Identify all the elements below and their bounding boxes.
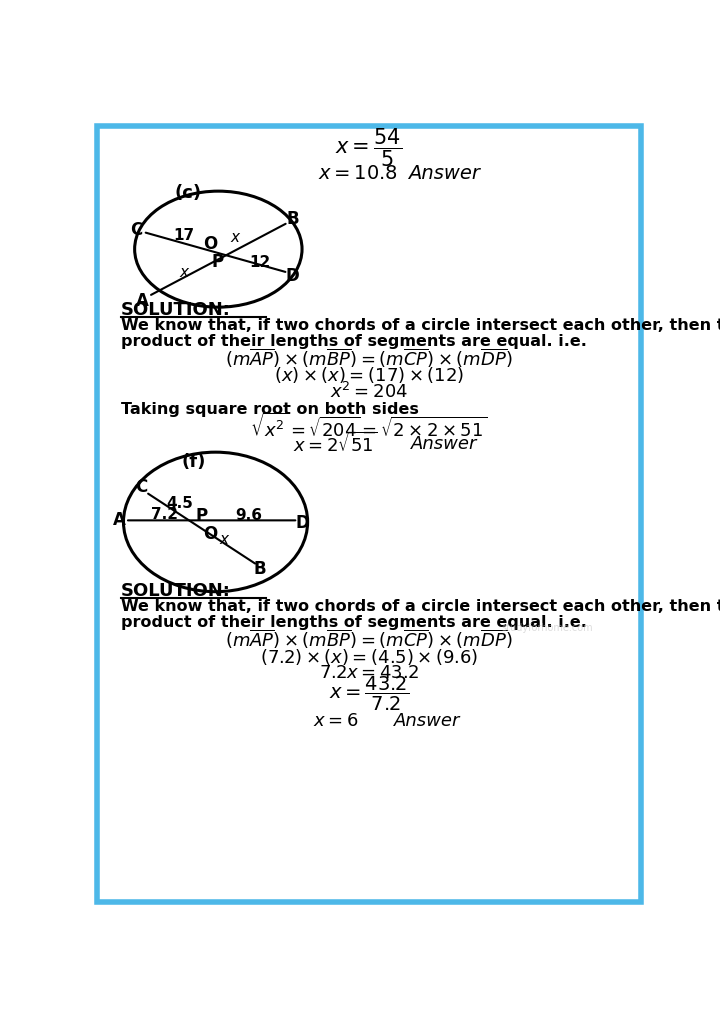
Text: $x = \dfrac{43.2}{7.2}$: $x = \dfrac{43.2}{7.2}$ <box>329 675 409 714</box>
Text: O: O <box>204 235 217 253</box>
Text: $x = 2\sqrt{51}$: $x = 2\sqrt{51}$ <box>293 433 378 456</box>
Text: O: O <box>203 525 217 544</box>
Text: D: D <box>295 514 309 532</box>
Text: product of their lengths of segments are equal. i.e.: product of their lengths of segments are… <box>121 334 587 349</box>
Text: D: D <box>286 267 300 285</box>
Text: $7.2x = 43.2$: $7.2x = 43.2$ <box>319 664 419 682</box>
Text: $x = 10.8$: $x = 10.8$ <box>318 164 397 183</box>
Text: P: P <box>196 507 207 524</box>
Text: $x^2 = 204$: $x^2 = 204$ <box>330 382 408 402</box>
Text: 7.2: 7.2 <box>150 507 178 521</box>
Text: We know that, if two chords of a circle intersect each other, then the: We know that, if two chords of a circle … <box>121 599 720 614</box>
Text: SOLUTION:: SOLUTION: <box>121 301 230 320</box>
Text: 17: 17 <box>174 228 194 242</box>
Text: $(7.2) \times (x) = (4.5) \times (9.6)$: $(7.2) \times (x) = (4.5) \times (9.6)$ <box>260 646 478 667</box>
Text: We know that, if two chords of a circle intersect each other, then the: We know that, if two chords of a circle … <box>121 319 720 334</box>
Text: B: B <box>287 210 299 228</box>
Text: 4.5: 4.5 <box>166 497 193 511</box>
FancyBboxPatch shape <box>96 126 642 902</box>
Text: x: x <box>179 265 188 280</box>
Text: A: A <box>136 292 149 309</box>
Text: studyforhome.com: studyforhome.com <box>502 623 593 633</box>
Text: Taking square root on both sides: Taking square root on both sides <box>121 402 418 417</box>
Text: C: C <box>135 478 148 497</box>
Text: A: A <box>112 511 125 529</box>
Text: (c): (c) <box>174 183 201 202</box>
Text: $x = 6$: $x = 6$ <box>312 712 359 730</box>
Text: x: x <box>220 531 228 547</box>
Text: C: C <box>130 221 142 239</box>
Text: product of their lengths of segments are equal. i.e.: product of their lengths of segments are… <box>121 615 587 630</box>
Text: $\sqrt{x^2} = \sqrt{204} = \sqrt{2 \times 2 \times 51}$: $\sqrt{x^2} = \sqrt{204} = \sqrt{2 \time… <box>251 413 487 441</box>
Text: Answer: Answer <box>395 712 461 730</box>
Text: P: P <box>212 252 224 271</box>
Text: B: B <box>254 560 266 578</box>
Text: (f): (f) <box>181 453 205 470</box>
Text: 12: 12 <box>250 254 271 270</box>
Text: $(m\overline{AP}) \times (m\overline{BP}) = (m\overline{CP}) \times (m\overline{: $(m\overline{AP}) \times (m\overline{BP}… <box>225 346 513 370</box>
Text: 9.6: 9.6 <box>235 508 263 523</box>
Text: Answer: Answer <box>411 436 477 453</box>
Text: x: x <box>230 230 240 245</box>
Text: $x = \dfrac{54}{5}$: $x = \dfrac{54}{5}$ <box>336 127 402 169</box>
Text: $(m\overline{AP}) \times (m\overline{BP}) = (m\overline{CP}) \times (m\overline{: $(m\overline{AP}) \times (m\overline{BP}… <box>225 628 513 652</box>
Text: SOLUTION:: SOLUTION: <box>121 582 230 600</box>
Text: $(x) \times (x) = (17) \times (12)$: $(x) \times (x) = (17) \times (12)$ <box>274 365 464 386</box>
Text: Answer: Answer <box>408 164 480 183</box>
